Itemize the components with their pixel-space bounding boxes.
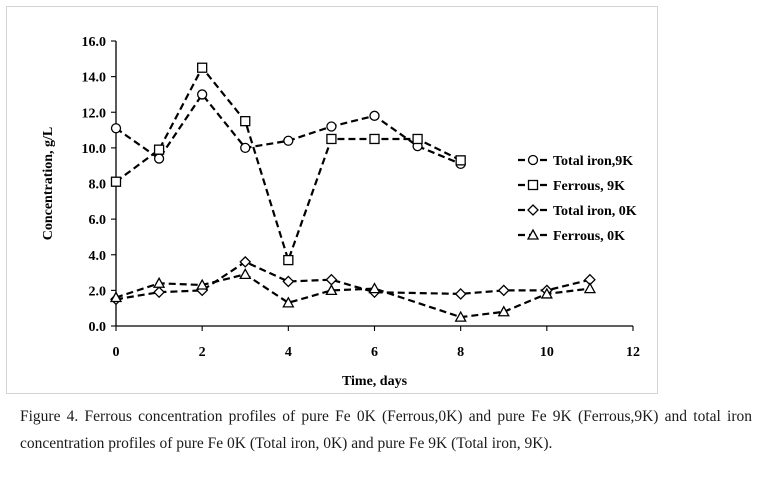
data-point — [369, 133, 380, 145]
series-triangle — [109, 268, 597, 322]
data-point — [326, 133, 337, 145]
series-layer — [109, 62, 597, 322]
legend-marker — [527, 179, 539, 191]
data-point — [369, 110, 380, 121]
legend-label: Ferrous, 9K — [553, 179, 625, 194]
x-tick-label: 2 — [199, 345, 206, 360]
data-point — [583, 282, 597, 294]
data-point — [109, 291, 123, 303]
data-point — [152, 276, 166, 288]
legend-marker — [527, 204, 539, 216]
chart-frame — [6, 6, 658, 394]
data-point — [282, 296, 295, 308]
data-point — [239, 255, 252, 268]
data-point — [325, 284, 338, 296]
series-line — [115, 260, 591, 301]
data-point — [197, 62, 208, 73]
figure-caption: Figure 4. Ferrous concentration profiles… — [20, 408, 752, 452]
chart-legend: Total iron,9K Ferrous, 9K Total iron, 0K Fe… — [518, 154, 637, 244]
y-tick-label: 10.0 — [82, 142, 107, 157]
series-diamond — [110, 255, 596, 306]
data-point — [153, 153, 165, 164]
data-point — [540, 287, 553, 299]
y-tick-label: 6.0 — [89, 213, 107, 228]
data-point — [325, 273, 338, 286]
legend-label: Total iron, 0K — [553, 204, 637, 219]
data-point — [283, 135, 294, 146]
data-point — [454, 310, 467, 322]
y-tick-label: 4.0 — [89, 249, 107, 264]
legend-item: Ferrous, 9K — [518, 179, 625, 194]
x-tick-label: 4 — [285, 345, 292, 360]
legend-item: Total iron,9K — [518, 154, 633, 169]
data-point — [110, 123, 122, 134]
data-point — [239, 268, 252, 279]
data-point — [368, 282, 381, 294]
data-point — [454, 288, 467, 300]
data-point — [282, 275, 295, 288]
data-point — [326, 121, 337, 132]
data-point — [110, 176, 122, 187]
legend-marker — [527, 154, 539, 166]
y-tick-label: 16.0 — [82, 35, 107, 50]
y-tick-label: 12.0 — [82, 106, 107, 121]
data-point — [240, 142, 251, 154]
y-axis-title: Concentration, g/L — [41, 127, 56, 241]
y-tick-label: 8.0 — [89, 178, 107, 193]
data-point — [497, 305, 510, 317]
legend-label: Total iron,9K — [553, 154, 633, 169]
series-circle — [110, 89, 466, 170]
x-tick-label: 6 — [371, 345, 378, 360]
x-tick-label: 12 — [626, 345, 640, 360]
x-tick-label: 8 — [457, 345, 464, 360]
y-tick-label: 14.0 — [82, 71, 107, 86]
data-point — [240, 116, 251, 127]
x-tick-label: 0 — [113, 345, 120, 360]
data-point — [412, 133, 423, 145]
series-line — [115, 273, 591, 319]
y-tick-label: 2.0 — [89, 284, 107, 299]
data-point — [283, 254, 294, 266]
legend-label: Ferrous, 0K — [553, 229, 625, 244]
data-point — [153, 144, 165, 155]
data-point — [197, 89, 208, 100]
data-point — [153, 286, 166, 299]
series-square — [110, 62, 466, 266]
x-tick-label: 10 — [540, 345, 554, 360]
data-point — [455, 155, 466, 166]
y-tick-label: 0.0 — [89, 320, 107, 335]
legend-item: Total iron, 0K — [518, 204, 637, 219]
data-point — [497, 284, 510, 297]
data-point — [196, 278, 209, 290]
line-chart: 0.0 2.0 4.0 6.0 8.0 10.0 12.0 14.0 16.0 0 2 4 6 8 10 1… — [41, 35, 640, 389]
legend-item: Ferrous, 0K — [518, 228, 625, 244]
legend-marker — [526, 228, 540, 240]
series-line — [115, 92, 462, 165]
series-line — [115, 65, 462, 264]
y-axis-ticks: 0.0 2.0 4.0 6.0 8.0 10.0 12.0 14.0 16.0 — [82, 35, 116, 335]
x-axis-title: Time, days — [342, 374, 408, 389]
x-axis-ticks: 0 2 4 6 8 10 12 — [113, 326, 640, 360]
